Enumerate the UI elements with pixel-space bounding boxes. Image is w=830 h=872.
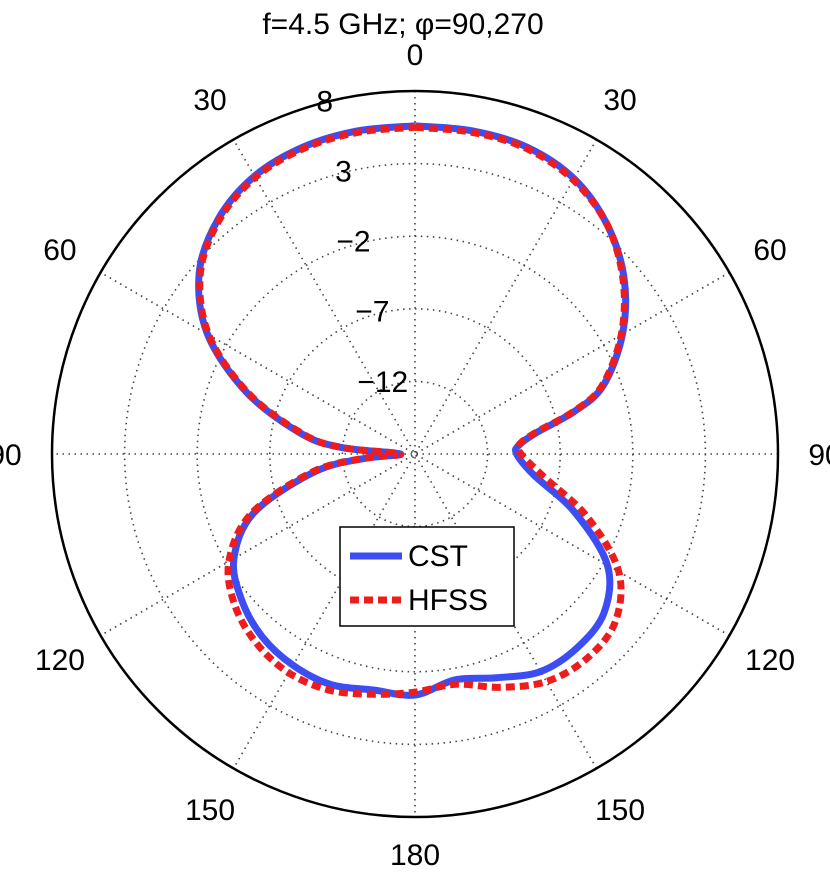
angle-tick-label: 60 [753,234,786,267]
series-layer [195,122,630,699]
legend: CST HFSS [339,526,515,627]
radial-tick-label: 3 [335,155,352,188]
angle-tick-label: 0 [407,39,424,72]
grid-spoke [100,271,730,637]
legend-label-hfss: HFSS [408,584,488,617]
radial-tick-label: −2 [336,226,370,259]
radial-tick-label: −7 [355,296,389,329]
angle-tick-label: 30 [193,84,226,117]
grid-spoke [232,139,598,769]
angle-tick-label: 60 [43,234,76,267]
grid-spoke [232,139,598,769]
grid-ring [196,235,634,673]
radial-tick-label: −12 [357,366,408,399]
angle-tick-label: 90 [0,439,22,472]
angle-tick-label: 90 [808,439,830,472]
angle-tick-label: 180 [390,839,440,872]
radial-tick-labels: 8 3 −2 −7 −12 [316,85,408,399]
grid-ring [341,380,489,528]
polar-grid [50,89,780,819]
chart-title: f=4.5 GHz; φ=90,270 [262,8,543,41]
radial-tick-label: 8 [316,85,333,118]
angle-tick-label: 150 [185,794,235,827]
angle-tick-label: 150 [595,794,645,827]
grid-ring [123,162,707,746]
outer-ring [50,89,780,819]
angle-tick-label: 120 [745,644,795,677]
grid-ring [268,307,561,600]
angle-tick-label: 120 [35,644,85,677]
legend-label-cst: CST [408,540,468,573]
series-line-hfss [196,123,628,698]
legend-box [339,526,515,627]
angle-tick-label: 30 [603,84,636,117]
angle-tick-labels: 0 30 60 90 120 150 180 150 120 90 60 30 [0,39,830,872]
